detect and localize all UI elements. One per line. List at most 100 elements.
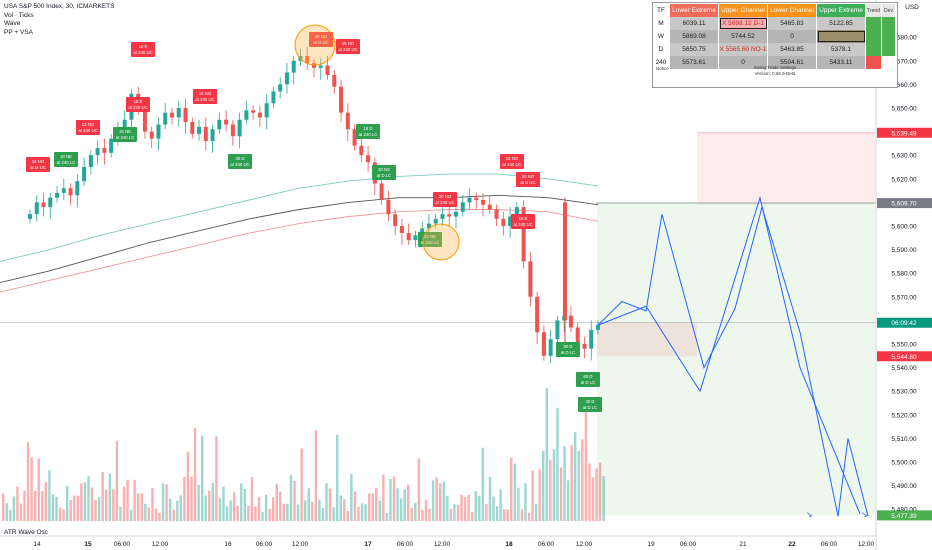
price-label-bg bbox=[877, 510, 932, 521]
volume-bar bbox=[350, 473, 353, 521]
candle-body bbox=[61, 188, 66, 193]
volume-bar bbox=[574, 432, 577, 521]
volume-bar bbox=[431, 480, 435, 521]
annotation-text: at 240 UC bbox=[502, 162, 521, 167]
volume-bar bbox=[399, 498, 403, 521]
legend-line-volume[interactable]: Vol · Ticks bbox=[4, 11, 34, 19]
annotation-text: at 240 LC bbox=[421, 240, 440, 245]
volume-bar bbox=[311, 501, 314, 521]
volume-bar bbox=[598, 462, 602, 521]
candle-body bbox=[467, 197, 472, 203]
annotation-text: 80 D bbox=[563, 344, 572, 349]
candle-body bbox=[575, 327, 580, 344]
volume-bar bbox=[186, 451, 190, 521]
volume-bar bbox=[304, 500, 307, 521]
annotation-text: at D UC bbox=[520, 180, 535, 185]
projection-arrow: ↘ bbox=[861, 510, 868, 519]
volume-bar bbox=[151, 488, 154, 521]
legend-line-pp[interactable]: PP + VSA bbox=[4, 28, 33, 36]
volume-bar bbox=[65, 485, 69, 521]
annotation-text: 30 D bbox=[235, 156, 244, 161]
time-axis: 14 15 06:00 12:00 16 06:00 12:00 17 06:00 12:00 18… bbox=[33, 541, 874, 548]
volume-bar bbox=[513, 463, 517, 521]
legend-line-wave[interactable]: Wave bbox=[4, 20, 21, 27]
volume-bar bbox=[577, 451, 580, 521]
volume-bar bbox=[545, 387, 548, 521]
table-cell-tf: 240 bbox=[653, 56, 670, 69]
volume-bar bbox=[446, 495, 449, 521]
dev-indicator bbox=[882, 30, 896, 43]
volume-bar bbox=[200, 435, 204, 521]
zone-stop bbox=[597, 322, 697, 357]
candle-body bbox=[541, 332, 546, 356]
volume-bar bbox=[282, 503, 286, 521]
volume-bar bbox=[62, 509, 65, 521]
candle-body bbox=[271, 91, 276, 104]
moving-average-line bbox=[0, 194, 599, 284]
volume-bar bbox=[343, 499, 346, 521]
volume-bar bbox=[193, 427, 197, 521]
price-tick-label: 5,490.00 bbox=[891, 483, 917, 490]
candle-body bbox=[508, 216, 513, 226]
table-row: M 6039.11 X 5698.12 D-1 5465.83 5122.85 bbox=[653, 17, 896, 30]
legend-title[interactable]: USA S&P 500 Index, 30, ICMARKETS bbox=[4, 3, 115, 10]
volume-bar bbox=[378, 500, 382, 521]
candle-body bbox=[345, 112, 350, 130]
candle-body bbox=[318, 65, 323, 68]
dev-indicator bbox=[882, 43, 896, 56]
volume-bar bbox=[460, 494, 463, 521]
volume-bar bbox=[332, 507, 335, 521]
volume-bar bbox=[41, 491, 44, 521]
annotation-text: at 240 UC bbox=[435, 200, 454, 205]
candle-body bbox=[379, 183, 384, 201]
volume-bar bbox=[566, 480, 570, 521]
table-header-tf: TF bbox=[653, 4, 670, 17]
volume-bar bbox=[83, 482, 87, 521]
price-tick-label: 5,590.00 bbox=[891, 247, 917, 254]
annotation-bg bbox=[516, 172, 540, 187]
volume-bar bbox=[499, 489, 502, 521]
volume-bar bbox=[293, 480, 296, 521]
volume-bar bbox=[208, 490, 211, 521]
volume-bar bbox=[488, 476, 492, 521]
annotation-bg bbox=[228, 154, 252, 169]
candle-body bbox=[501, 218, 506, 226]
projection-path[interactable]: ↘ ↘ bbox=[597, 195, 869, 519]
notice-text: Swing Trade Settings Version: 0.66.9-Bet… bbox=[653, 65, 897, 76]
annotation-bg bbox=[372, 165, 396, 180]
annotation-bg bbox=[556, 342, 580, 357]
annotation-text: at D UC bbox=[313, 40, 328, 45]
volume-bar bbox=[492, 496, 495, 521]
candle-body bbox=[494, 209, 499, 219]
volume-bar bbox=[510, 457, 513, 521]
volume-bar bbox=[168, 498, 172, 521]
price-axis: 5,680.005,670.005,660.005,650.005,640.00… bbox=[877, 4, 932, 521]
annotation-text: 60 D bbox=[583, 374, 592, 379]
volume-bar bbox=[261, 511, 264, 521]
volume-bar bbox=[584, 408, 588, 521]
volume-bar bbox=[108, 473, 111, 521]
table-cell bbox=[817, 30, 866, 43]
candle-body bbox=[447, 214, 452, 217]
volume-bar bbox=[314, 430, 318, 521]
volume-bar bbox=[563, 446, 566, 521]
volume-bar bbox=[30, 457, 33, 521]
candle-body bbox=[596, 325, 600, 330]
volume-bar bbox=[542, 450, 545, 521]
volume-bar bbox=[410, 508, 413, 521]
chart-legend: USA S&P 500 Index, 30, ICMARKETS Vol · T… bbox=[4, 3, 114, 37]
annotation-bg bbox=[76, 120, 100, 135]
volume-bar bbox=[286, 503, 289, 521]
oscillator-label[interactable]: ATR Wave Osc bbox=[4, 529, 49, 536]
volume-bar bbox=[556, 408, 559, 521]
volume-bar bbox=[250, 477, 254, 521]
candle-body bbox=[278, 84, 283, 92]
volume-bar bbox=[385, 512, 389, 521]
candle-body bbox=[284, 72, 289, 85]
volume-bar bbox=[474, 491, 477, 521]
volume-histogram bbox=[2, 387, 605, 521]
